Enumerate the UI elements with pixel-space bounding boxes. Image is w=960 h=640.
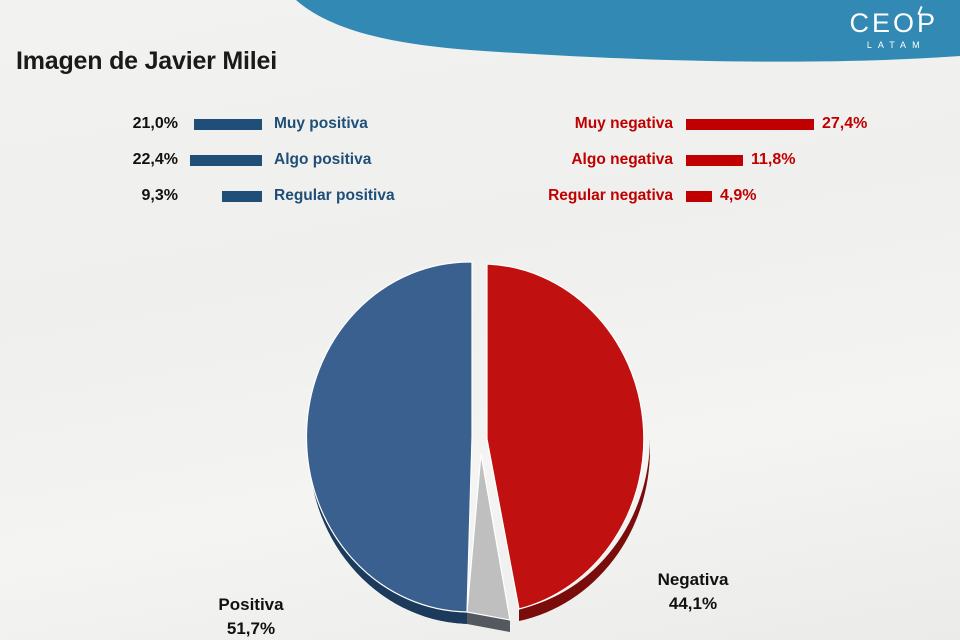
legend-item: Muy negativa 27,4% <box>525 106 925 142</box>
legend-bar-swatch <box>194 118 262 130</box>
legend-item: 9,3% Regular positiva <box>100 178 430 214</box>
legend-item: Regular negativa 4,9% <box>525 178 925 214</box>
legend-item: Algo negativa 11,8% <box>525 142 925 178</box>
legend-bar-swatch <box>222 190 262 202</box>
legend-bar-swatch <box>686 190 712 202</box>
legend-label: Regular negativa <box>548 187 673 204</box>
legend-label: Regular positiva <box>274 187 395 204</box>
logo-main-text: CEOP <box>849 8 938 38</box>
pie-chart-svg <box>305 261 651 632</box>
pie-slice-negativa-depth <box>519 437 651 621</box>
legend-value: 11,8% <box>751 151 796 168</box>
legend-negative: Muy negativa 27,4% Algo negativa 11,8% R… <box>525 106 925 214</box>
pie-label-positiva: Positiva 51,7% <box>196 593 306 640</box>
pie-slice-negativa <box>486 263 645 610</box>
pie-slice-positiva <box>305 261 473 613</box>
legend-label: Muy negativa <box>574 115 673 132</box>
pie-label-negativa: Negativa 44,1% <box>638 568 748 616</box>
pie-chart: Positiva 51,7% Negativa 44,1% Ns/Nc 4,2% <box>0 210 960 640</box>
legend-bar-swatch <box>686 118 814 130</box>
pie-slice-nsnc-depth <box>467 612 510 632</box>
legend-bar-wrap <box>184 118 262 130</box>
legend-item: 22,4% Algo positiva <box>100 142 430 178</box>
legend-value: 22,4% <box>132 151 178 168</box>
legend-value: 21,0% <box>132 115 178 132</box>
logo-sub-text: LATAM <box>866 40 926 50</box>
pie-slice-nsnc <box>466 453 511 621</box>
legend-bar-wrap <box>184 154 262 166</box>
legend-bar-wrap <box>686 190 712 202</box>
pie-label-negativa-value: 44,1% <box>668 594 718 613</box>
legend-value: 27,4% <box>822 115 868 132</box>
legend-bar-wrap <box>184 190 262 202</box>
pie-label-negativa-name: Negativa <box>657 570 729 589</box>
legend-label: Muy positiva <box>274 115 368 132</box>
ceop-logo: CEOP LATAM <box>849 5 938 51</box>
logo-wordmark: CEOP <box>849 5 938 38</box>
legend-bar-wrap <box>686 118 814 130</box>
legend-positive: 21,0% Muy positiva 22,4% Algo positiva 9… <box>100 106 430 214</box>
legend-bar-swatch <box>190 154 262 166</box>
pie-label-positiva-value: 51,7% <box>226 619 276 638</box>
legend-label: Algo positiva <box>274 151 372 168</box>
legend-value: 4,9% <box>720 187 757 204</box>
legend-bar-swatch <box>686 154 743 166</box>
legend-value: 9,3% <box>141 187 178 204</box>
legend-label: Algo negativa <box>571 151 673 168</box>
header-band <box>296 0 960 62</box>
page-title: Imagen de Javier Milei <box>16 47 277 75</box>
legend-item: 21,0% Muy positiva <box>100 106 430 142</box>
legend-bar-wrap <box>686 154 743 166</box>
pie-label-positiva-name: Positiva <box>218 595 284 614</box>
